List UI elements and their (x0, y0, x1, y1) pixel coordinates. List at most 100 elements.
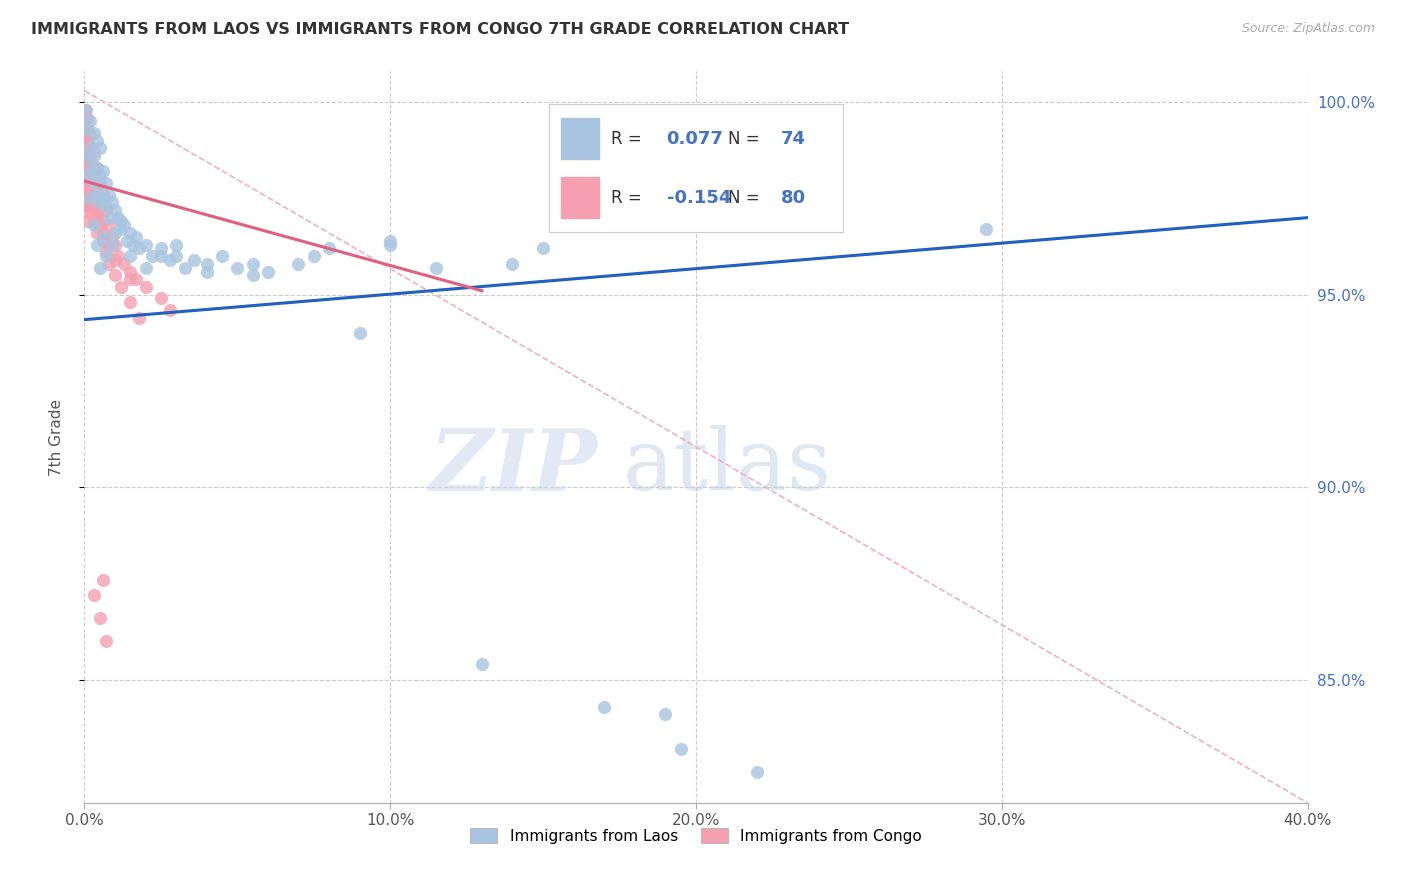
Point (149, 242, 172, 256)
Point (125, 230, 148, 244)
Point (122, 237, 145, 252)
Point (94, 634, 117, 648)
Point (654, 707, 676, 722)
Point (94, 202, 117, 217)
Point (89, 141, 111, 155)
Point (94, 199, 117, 213)
Point (79, 187, 101, 202)
Point (75, 179, 97, 194)
Legend: Immigrants from Laos, Immigrants from Congo: Immigrants from Laos, Immigrants from Co… (464, 822, 928, 850)
Point (86, 187, 108, 202)
Point (80, 161, 103, 175)
Point (89, 611, 111, 625)
Point (195, 257, 218, 271)
Point (110, 214, 132, 228)
Point (287, 257, 309, 271)
Point (79, 187, 101, 202)
Point (91, 191, 114, 205)
Point (211, 249, 233, 263)
Point (107, 211, 129, 225)
Point (120, 249, 142, 263)
Point (79, 176, 101, 190)
Point (89, 199, 111, 213)
Point (76, 157, 98, 171)
Point (89, 169, 111, 183)
Point (76, 149, 98, 163)
Point (89, 260, 111, 275)
Point (112, 219, 135, 233)
Point (120, 272, 142, 286)
Point (104, 202, 127, 217)
Point (83, 145, 105, 160)
Point (135, 237, 157, 252)
Point (76, 134, 98, 148)
Point (77, 199, 100, 213)
Point (80, 207, 103, 221)
Point (115, 234, 138, 248)
Point (91, 164, 114, 178)
Point (94, 249, 117, 263)
Point (120, 226, 142, 240)
Point (101, 195, 124, 210)
Point (502, 257, 524, 271)
Point (976, 222, 998, 236)
Point (110, 222, 132, 236)
Point (75, 141, 97, 155)
Point (83, 219, 105, 233)
Text: Source: ZipAtlas.com: Source: ZipAtlas.com (1241, 22, 1375, 36)
Point (86, 161, 108, 175)
Point (128, 242, 150, 256)
Point (76, 134, 98, 148)
Point (101, 237, 124, 252)
Point (89, 195, 111, 210)
Point (165, 237, 187, 252)
Point (77, 169, 100, 183)
Point (86, 134, 108, 148)
Point (91, 226, 114, 240)
Point (135, 280, 157, 294)
Text: atlas: atlas (623, 425, 832, 508)
Point (75, 191, 97, 205)
Point (76, 122, 98, 136)
Point (195, 264, 218, 278)
Point (75, 122, 97, 136)
Point (83, 199, 105, 213)
Point (76, 176, 98, 190)
Point (76, 214, 98, 228)
Point (79, 191, 101, 205)
Point (86, 184, 108, 198)
Point (104, 252, 127, 267)
Point (83, 191, 105, 205)
Point (76, 153, 98, 167)
Point (77, 176, 100, 190)
Point (86, 161, 108, 175)
Point (135, 260, 157, 275)
Text: ZIP: ZIP (430, 425, 598, 508)
Point (242, 257, 264, 271)
Point (91, 214, 114, 228)
Point (120, 295, 142, 310)
Point (75, 126, 97, 140)
Point (83, 214, 105, 228)
Point (141, 249, 163, 263)
Point (94, 176, 117, 190)
Point (128, 310, 150, 325)
Point (97, 219, 120, 233)
Point (112, 257, 135, 271)
Point (165, 249, 187, 263)
Point (77, 141, 100, 155)
Y-axis label: 7th Grade: 7th Grade (49, 399, 63, 475)
Point (302, 249, 325, 263)
Point (86, 202, 108, 217)
Point (159, 303, 181, 318)
Point (86, 237, 108, 252)
Point (83, 191, 105, 205)
Point (94, 245, 117, 260)
Point (75, 118, 97, 132)
Point (83, 176, 105, 190)
Point (349, 326, 371, 340)
Point (76, 164, 98, 178)
Point (79, 199, 101, 213)
Point (471, 657, 494, 672)
Point (97, 237, 120, 252)
